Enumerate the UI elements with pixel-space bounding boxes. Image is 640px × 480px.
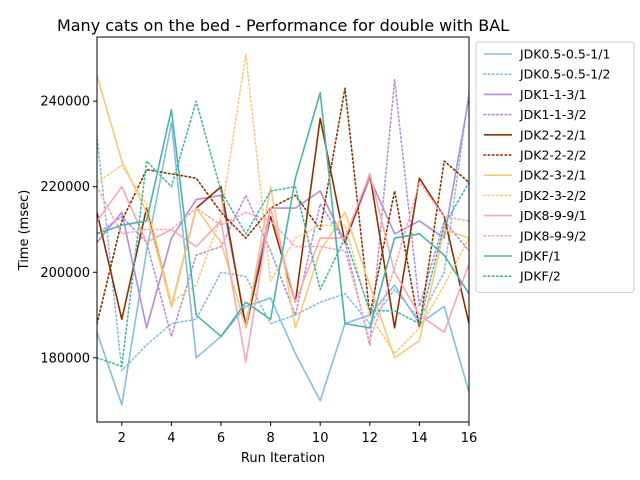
series-line-9 [97,173,469,363]
y-tick-label: 220000 [40,180,90,195]
series-line-8 [97,53,469,355]
legend-label: JDK1-1-3/2 [519,107,587,122]
series-line-4 [97,78,469,346]
x-tick-label: 16 [461,431,478,446]
x-tick-label: 6 [217,431,225,446]
x-tick-label: 10 [312,431,329,446]
plot-area: 2 4 6 8 10 12 14 16 180000 200000 220000 240000 [40,36,478,446]
plot-frame [96,36,470,423]
legend-label: JDK1-1-3/1 [519,87,587,102]
series-line-12 [97,100,469,368]
chart-title: Many cats on the bed - Performance for d… [57,16,509,35]
x-tick-label: 2 [118,431,126,446]
legend-label: JDK0.5-0.5-1/2 [519,67,610,82]
x-tick-label: 8 [266,431,274,446]
series-line-6 [97,87,469,329]
y-tick-label: 240000 [40,95,90,110]
y-tick-label: 200000 [40,266,90,281]
x-tick-label: 14 [411,431,428,446]
y-tick-label: 180000 [40,351,90,366]
legend-label: JDKF/1 [519,249,561,264]
legend-label: JDK2-2-2/1 [519,127,587,142]
legend-label: JDKF/2 [519,269,561,284]
legend-label: JDK8-9-9/1 [519,208,587,223]
x-axis-label: Run Iteration [241,451,325,466]
series-line-2 [97,91,469,372]
legend-label: JDK0.5-0.5-1/1 [519,47,610,62]
legend-label: JDK8-9-9/2 [519,228,587,243]
y-axis-label: Time (msec) [17,190,32,272]
series-line-11 [97,91,469,338]
x-tick-label: 4 [167,431,175,446]
series-line-10 [97,181,469,342]
legend: JDK0.5-0.5-1/1 JDK0.5-0.5-1/2 JDK1-1-3/1 JD… [475,41,635,293]
x-tick-label: 12 [362,431,379,446]
legend-label: JDK2-3-2/1 [519,168,587,183]
legend-label: JDK2-2-2/2 [519,148,587,163]
legend-label: JDK2-3-2/2 [519,188,587,203]
legend-box [475,41,635,293]
